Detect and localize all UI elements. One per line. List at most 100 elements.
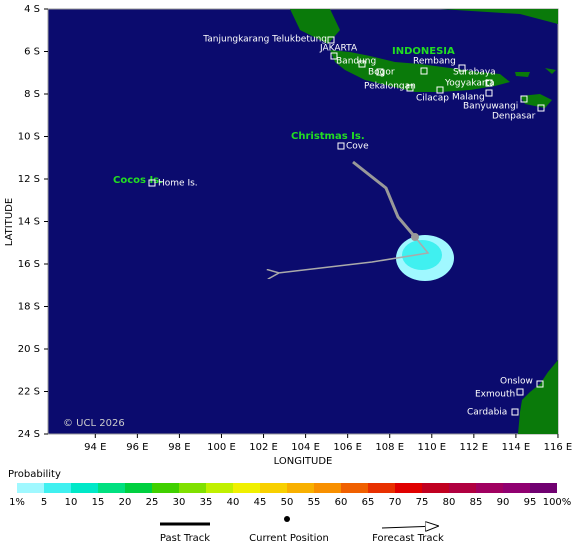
- colorbar-label: 85: [470, 497, 483, 508]
- colorbar-label: 35: [200, 497, 213, 508]
- colorbar-swatch: [341, 483, 368, 493]
- probability-area: [402, 240, 442, 270]
- lat-tick-label: 24 S: [18, 429, 40, 440]
- place-label: Malang: [452, 93, 485, 103]
- land: [278, 9, 558, 434]
- place-label: Onslow: [500, 377, 533, 387]
- place-label: Denpasar: [492, 112, 536, 122]
- region-label: INDONESIA: [392, 46, 455, 57]
- place-label: Bogor: [368, 68, 395, 78]
- colorbar-swatch: [287, 483, 314, 493]
- colorbar-label: 50: [281, 497, 294, 508]
- lon-tick-label: 98 E: [168, 442, 190, 453]
- forecast-track: [278, 236, 430, 273]
- colorbar-label: 70: [389, 497, 402, 508]
- lon-tick-label: 94 E: [84, 442, 106, 453]
- legend-label: Current Position: [249, 533, 329, 544]
- current-position: [411, 233, 419, 241]
- colorbar-swatch: [125, 483, 152, 493]
- colorbar-label: 1%: [9, 497, 25, 508]
- island: [545, 68, 556, 74]
- colorbar-label: 55: [308, 497, 321, 508]
- place-marker: [536, 380, 544, 388]
- colorbar-label: 20: [119, 497, 132, 508]
- colorbar-label: 30: [173, 497, 186, 508]
- place-marker: [485, 89, 493, 97]
- legend-label: Past Track: [160, 533, 210, 544]
- y-axis-title: LATITUDE: [4, 198, 15, 246]
- colorbar-label: 60: [335, 497, 348, 508]
- place-label: Tanjungkarang Telukbetung: [202, 35, 327, 45]
- place-marker: [458, 64, 466, 72]
- colorbar-swatch: [206, 483, 233, 493]
- lat-tick-label: 8 S: [24, 89, 40, 100]
- lon-tick-label: 96 E: [126, 442, 148, 453]
- place-marker: [337, 142, 345, 150]
- island: [515, 72, 530, 77]
- lon-tick-label: 100 E: [207, 442, 236, 453]
- place-marker: [420, 67, 428, 75]
- place-marker: [358, 60, 366, 68]
- lat-tick-label: 6 S: [24, 47, 40, 58]
- place-label: Pekalongan: [364, 82, 416, 92]
- legend-label: Forecast Track: [372, 533, 444, 544]
- colorbar-label: 10: [65, 497, 78, 508]
- place-marker: [511, 408, 519, 416]
- sumatra: [290, 9, 340, 44]
- colorbar-label: 5: [41, 497, 47, 508]
- place-label: Bandung: [336, 57, 376, 67]
- colorbar-swatch: [152, 483, 179, 493]
- place-marker: [436, 86, 444, 94]
- place-label: Cove: [346, 142, 369, 152]
- lon-tick-label: 116 E: [544, 442, 573, 453]
- colorbar-title: Probability: [8, 469, 61, 480]
- place-marker: [406, 84, 414, 92]
- lat-tick-label: 20 S: [18, 344, 40, 355]
- colorbar-swatch: [476, 483, 503, 493]
- lon-tick-label: 106 E: [333, 442, 362, 453]
- australia: [518, 360, 558, 434]
- place-marker: [520, 95, 528, 103]
- colorbar-swatch: [71, 483, 98, 493]
- colorbar-label: 75: [416, 497, 429, 508]
- copyright: © UCL 2026: [63, 418, 125, 429]
- place-label: Cardabia: [467, 408, 507, 418]
- place-marker: [516, 388, 524, 396]
- lon-tick-label: 102 E: [249, 442, 278, 453]
- lon-tick-label: 110 E: [417, 442, 446, 453]
- java: [330, 50, 510, 92]
- place-label: Cilacap: [416, 94, 449, 104]
- place-marker: [148, 179, 156, 187]
- lon-tick-label: 114 E: [502, 442, 531, 453]
- x-axis-title: LONGITUDE: [274, 456, 333, 467]
- place-marker: [330, 52, 338, 60]
- place-marker: [537, 104, 545, 112]
- place-label: Rembang: [413, 57, 456, 67]
- colorbar-label: 90: [497, 497, 510, 508]
- lat-tick-label: 14 S: [18, 217, 40, 228]
- colorbar-swatch: [368, 483, 395, 493]
- legend-current-position: [284, 516, 290, 522]
- place-label: Yogyakarta: [444, 79, 495, 89]
- lat-tick-label: 4 S: [24, 4, 40, 15]
- colorbar-swatch: [530, 483, 557, 493]
- colorbar-swatch: [44, 483, 71, 493]
- place-label: Home Is.: [158, 179, 198, 189]
- colorbar-swatch: [449, 483, 476, 493]
- colorbar-swatch: [314, 483, 341, 493]
- colorbar-swatch: [422, 483, 449, 493]
- place-label: Exmouth: [475, 390, 515, 400]
- place-marker: [376, 68, 384, 76]
- colorbar-swatch: [179, 483, 206, 493]
- place-marker: [327, 36, 335, 44]
- colorbar-label: 95: [524, 497, 537, 508]
- lat-tick-label: 16 S: [18, 259, 40, 270]
- lat-tick-label: 12 S: [18, 174, 40, 185]
- lat-tick-label: 22 S: [18, 387, 40, 398]
- colorbar-swatch: [17, 483, 44, 493]
- lat-tick-label: 10 S: [18, 132, 40, 143]
- colorbar-label: 100%: [543, 497, 572, 508]
- lon-tick-label: 104 E: [291, 442, 320, 453]
- colorbar-swatch: [233, 483, 260, 493]
